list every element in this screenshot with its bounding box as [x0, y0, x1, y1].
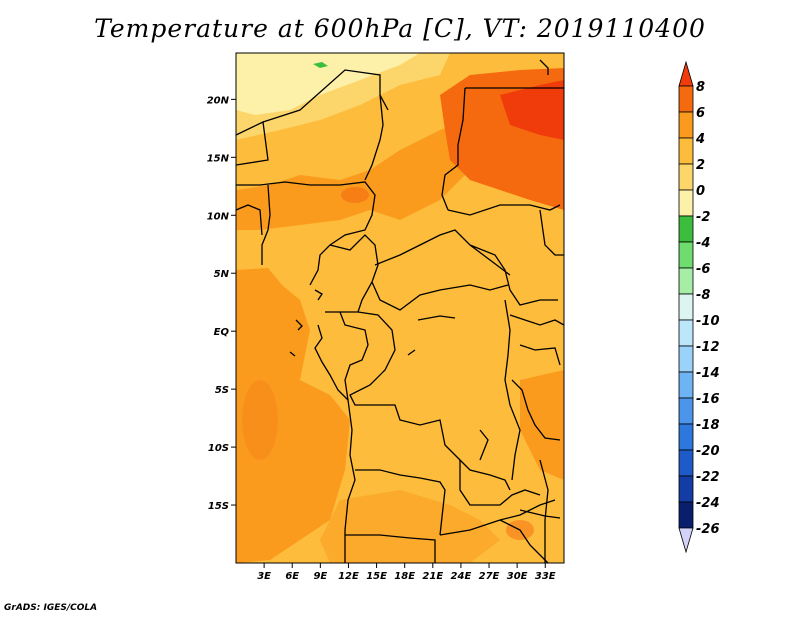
footer-credit: GrADS: IGES/COLA — [4, 603, 98, 613]
colorbar-top-arrow — [678, 60, 694, 87]
field-west-2to4 — [236, 268, 350, 563]
field-east-2to4 — [520, 370, 564, 480]
field-south-2to4 — [320, 490, 500, 563]
x-tick-label: 6E — [285, 571, 299, 582]
colorbar-label: -8 — [696, 288, 710, 303]
map-title: Temperature at 600hPa [C], VT: 201911040… — [94, 14, 706, 43]
colorbar-label: -18 — [696, 418, 720, 433]
colorbar-swatch — [678, 189, 694, 217]
colorbar-label: -22 — [696, 470, 720, 485]
colorbar-label: 4 — [695, 132, 705, 147]
y-tick-label: 20N — [207, 95, 230, 106]
colorbar-label: 2 — [696, 158, 705, 173]
x-tick-label: 33E — [535, 571, 556, 582]
colorbar-label: -6 — [696, 262, 710, 277]
x-tick-label: 18E — [394, 571, 415, 582]
y-axis: 20N 15N 10N 5N EQ 5S 10S 15S — [207, 95, 236, 512]
colorbar-swatch — [678, 475, 694, 503]
field-north-minus4to2 — [236, 53, 420, 115]
temperature-field — [236, 53, 564, 563]
colorbar-label: -4 — [696, 236, 710, 251]
field-green-patch — [313, 62, 328, 68]
country-borders — [236, 59, 564, 563]
y-tick-label: 5N — [214, 269, 230, 280]
x-tick-label: 27E — [479, 571, 500, 582]
colorbar-swatch — [678, 293, 694, 321]
field-ne-6to8 — [500, 80, 564, 140]
x-tick-label: 3E — [257, 571, 271, 582]
map-frame — [235, 52, 565, 564]
colorbar: 8 6 4 2 0 -2 -4 -6 -8 -10 -12 -14 -16 -18 -20 -22 -24 -26 — [678, 60, 720, 554]
colorbar-swatch — [678, 137, 694, 165]
colorbar-swatch — [678, 371, 694, 399]
x-tick-label: 9E — [313, 571, 327, 582]
colorbar-swatch — [678, 449, 694, 477]
colorbar-swatch — [678, 85, 694, 113]
colorbar-bottom-arrow — [678, 527, 694, 554]
y-tick-label: 15S — [208, 501, 229, 512]
colorbar-label: -12 — [696, 340, 720, 355]
field-blob — [242, 380, 278, 460]
colorbar-swatch — [678, 163, 694, 191]
field-north-2to4 — [236, 120, 470, 230]
colorbar-label: -16 — [696, 392, 720, 407]
x-tick-label: 15E — [366, 571, 387, 582]
colorbar-swatch — [678, 111, 694, 139]
colorbar-swatch — [678, 215, 694, 243]
colorbar-swatch — [678, 345, 694, 373]
colorbar-swatch — [678, 397, 694, 425]
y-tick-label: 15N — [207, 153, 230, 164]
y-tick-label: EQ — [214, 327, 230, 338]
field-blob — [341, 187, 369, 203]
y-tick-label: 10N — [207, 211, 230, 222]
x-tick-label: 12E — [338, 571, 359, 582]
x-tick-label: 30E — [507, 571, 528, 582]
colorbar-swatch — [678, 267, 694, 295]
colorbar-swatch — [678, 319, 694, 347]
colorbar-label: -10 — [696, 314, 720, 329]
colorbar-label: -14 — [696, 366, 720, 381]
y-tick-label: 10S — [208, 443, 229, 454]
colorbar-label: 6 — [696, 106, 705, 121]
x-axis: 3E 6E 9E 12E 15E 18E 21E 24E 27E 30E 33E — [257, 563, 556, 582]
colorbar-label: -26 — [696, 522, 720, 537]
y-tick-label: 5S — [215, 385, 229, 396]
colorbar-swatch — [678, 423, 694, 451]
x-tick-label: 21E — [422, 571, 443, 582]
colorbar-label: 8 — [696, 80, 705, 95]
colorbar-swatch — [678, 241, 694, 269]
x-tick-label: 24E — [451, 571, 472, 582]
colorbar-label: -24 — [696, 496, 720, 511]
colorbar-label: -20 — [696, 444, 720, 459]
colorbar-label: 0 — [696, 184, 705, 199]
colorbar-label: -2 — [696, 210, 710, 225]
colorbar-swatch — [678, 501, 694, 529]
